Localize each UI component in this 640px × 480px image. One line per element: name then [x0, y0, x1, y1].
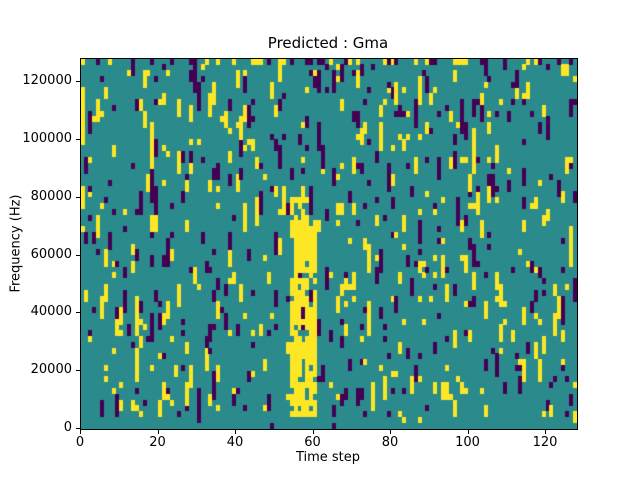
y-tick-mark — [76, 138, 80, 140]
y-tick-mark — [76, 312, 80, 314]
x-tick-label: 60 — [304, 435, 321, 450]
y-tick-label: 20000 — [30, 362, 72, 378]
y-tick-label: 0 — [63, 420, 72, 435]
x-tick-mark — [80, 430, 81, 434]
x-tick-label: 20 — [149, 435, 166, 450]
y-tick-label: 60000 — [30, 246, 72, 262]
x-tick-label: 120 — [532, 435, 558, 450]
y-tick-mark — [76, 428, 80, 429]
x-tick-mark — [312, 430, 314, 434]
y-tick-mark — [76, 81, 80, 83]
chart-title: Predicted : Gma — [267, 34, 389, 52]
y-tick-label: 40000 — [30, 304, 72, 320]
y-tick-mark — [76, 254, 80, 256]
y-tick-mark — [76, 370, 80, 372]
x-axis-label: Time step — [295, 450, 361, 465]
x-tick-mark — [390, 430, 391, 434]
x-tick-label: 100 — [455, 435, 480, 450]
y-axis-label: Frequency (Hz) — [8, 194, 24, 293]
x-tick-mark — [157, 430, 159, 434]
y-tick-label: 120000 — [22, 73, 72, 89]
heatmap-canvas — [81, 59, 577, 429]
x-tick-mark — [235, 430, 236, 434]
y-tick-label: 80000 — [30, 188, 72, 204]
x-tick-mark — [545, 430, 546, 434]
x-tick-label: 40 — [226, 435, 244, 450]
y-tick-label: 100000 — [22, 130, 72, 146]
x-tick-mark — [467, 430, 469, 434]
plot-area — [80, 58, 578, 430]
y-tick-mark — [76, 196, 80, 198]
x-tick-label: 80 — [381, 435, 399, 450]
x-tick-label: 0 — [75, 435, 85, 450]
